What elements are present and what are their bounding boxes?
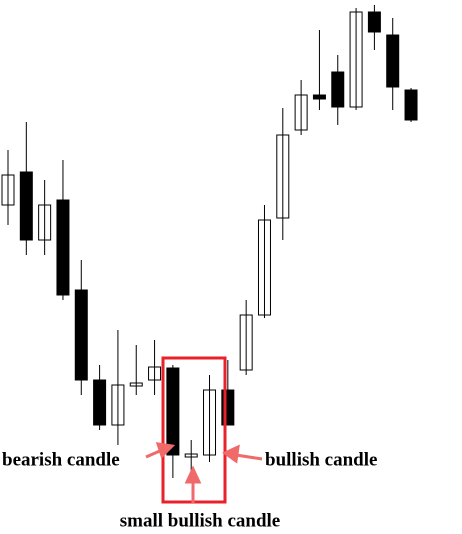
arrow-head [155,442,176,459]
annotation: bullish candle [265,449,377,470]
annotation: bearish candle [2,449,120,470]
arrows [145,442,263,503]
arrow-head [184,465,202,484]
arrow [235,453,263,461]
arrow-head [222,444,240,464]
annotation: small bullish candle [120,510,281,531]
